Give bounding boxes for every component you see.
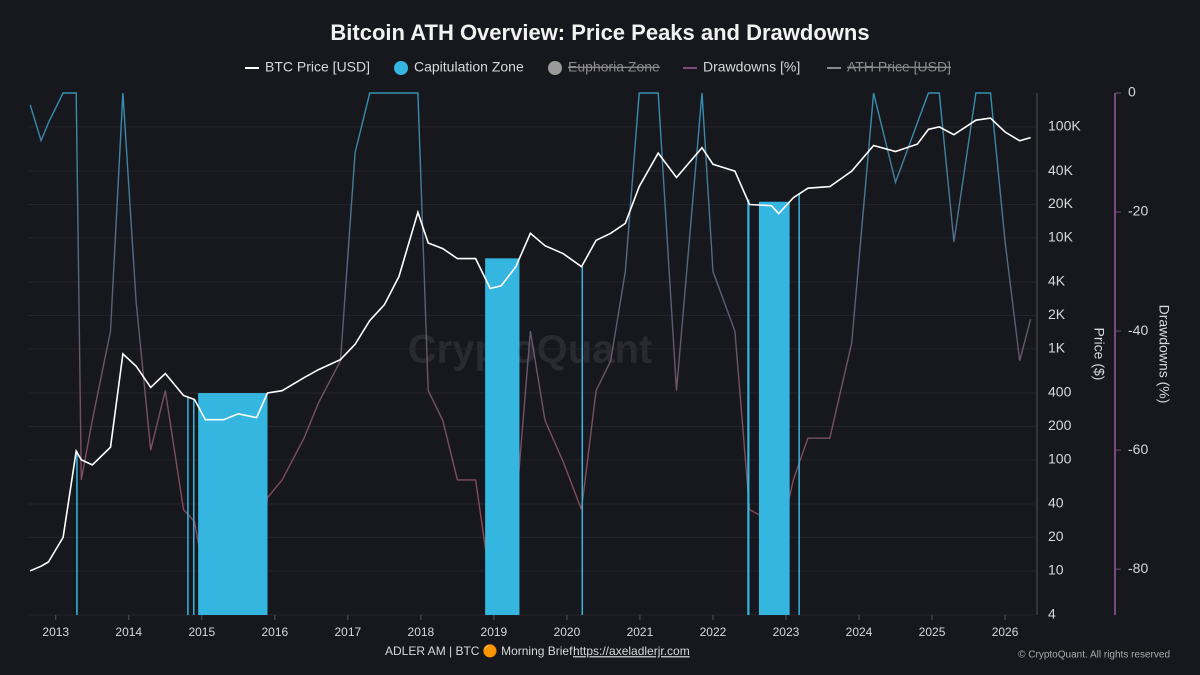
legend-swatch [548,61,562,75]
y-tick-label: 4 [1048,606,1056,622]
legend-label: Drawdowns [%] [703,59,800,75]
capitulation-zone [76,451,78,615]
y-tick-label: 20K [1048,195,1074,211]
legend-swatch [394,61,408,75]
y-axis-label: Price ($) [1091,328,1107,381]
y2-tick-label: -80 [1128,560,1148,576]
x-tick-label: 2020 [554,625,581,639]
capitulation-zone [193,398,195,615]
y-tick-label: 200 [1048,417,1072,433]
x-tick-label: 2015 [188,625,215,639]
capitulation-zone [758,201,790,615]
y-tick-label: 4K [1048,273,1066,289]
capitulation-zone [187,396,189,615]
x-tick-label: 2022 [700,625,727,639]
y-tick-label: 2K [1048,306,1066,322]
capitulation-zone [747,199,750,615]
footer-text: ADLER AM | BTC 🟠 Morning Brief [385,644,573,658]
x-tick-label: 2025 [919,625,946,639]
y-tick-label: 20 [1048,528,1064,544]
y-tick-label: 40 [1048,495,1064,511]
y-tick-label: 1K [1048,340,1066,356]
y2-tick-label: -60 [1128,441,1148,457]
y-tick-label: 10K [1048,229,1074,245]
x-tick-label: 2019 [481,625,508,639]
chart-title: Bitcoin ATH Overview: Price Peaks and Dr… [330,20,869,45]
x-tick-label: 2021 [627,625,654,639]
y2-axis-label: Drawdowns (%) [1156,305,1172,404]
legend-label: BTC Price [USD] [265,59,370,75]
legend-label: Euphoria Zone [568,59,660,75]
x-tick-label: 2014 [115,625,142,639]
price-line [29,117,1031,572]
x-tick-label: 2026 [992,625,1019,639]
capitulation-zone [198,393,268,615]
x-tick-label: 2023 [773,625,800,639]
y-tick-label: 10 [1048,562,1064,578]
x-tick-label: 2017 [334,625,361,639]
y2-tick-label: -40 [1128,322,1148,338]
y-tick-label: 100K [1048,118,1081,134]
y2-tick-label: 0 [1128,84,1136,100]
copyright: © CryptoQuant. All rights reserved [1018,650,1170,661]
legend-label: Capitulation Zone [414,59,524,75]
capitulation-zone [485,258,520,615]
x-tick-label: 2024 [846,625,873,639]
footer-link[interactable]: https://axeladlerjr.com [573,644,690,658]
capitulation-zone [581,264,584,615]
x-tick-label: 2016 [261,625,288,639]
x-tick-label: 2018 [408,625,435,639]
y-tick-label: 100 [1048,451,1072,467]
y2-tick-label: -20 [1128,203,1148,219]
x-tick-label: 2013 [42,625,69,639]
y-tick-label: 400 [1048,384,1072,400]
legend-label: ATH Price [USD] [847,59,951,75]
y-tick-label: 40K [1048,162,1074,178]
capitulation-zone [798,193,800,615]
